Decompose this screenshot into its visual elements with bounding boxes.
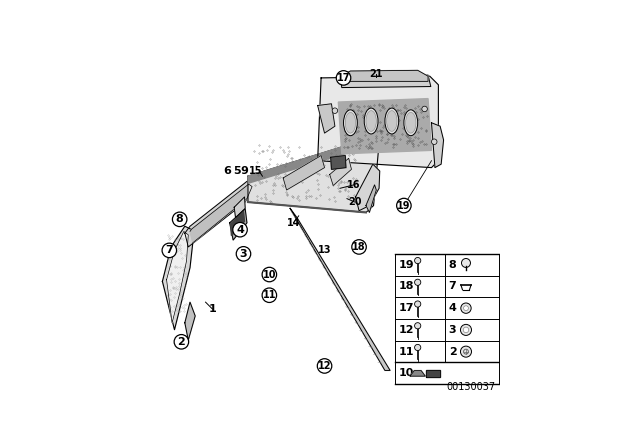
Text: 4: 4 bbox=[449, 303, 456, 313]
Ellipse shape bbox=[406, 112, 416, 133]
Text: 18: 18 bbox=[399, 281, 414, 292]
Polygon shape bbox=[248, 138, 379, 212]
Ellipse shape bbox=[404, 110, 418, 136]
Text: 3: 3 bbox=[239, 249, 247, 259]
Circle shape bbox=[352, 240, 366, 254]
Text: 13: 13 bbox=[318, 246, 332, 255]
Text: 10: 10 bbox=[399, 368, 414, 379]
Text: 10: 10 bbox=[262, 270, 276, 280]
Circle shape bbox=[172, 212, 187, 227]
Polygon shape bbox=[340, 70, 428, 82]
Text: 6: 6 bbox=[223, 166, 231, 176]
Text: 16: 16 bbox=[347, 180, 360, 190]
Text: 19: 19 bbox=[399, 260, 414, 270]
Text: 12: 12 bbox=[399, 325, 414, 335]
Circle shape bbox=[461, 303, 471, 313]
Circle shape bbox=[415, 301, 420, 307]
Text: 11: 11 bbox=[399, 347, 414, 357]
Circle shape bbox=[460, 346, 472, 357]
Ellipse shape bbox=[345, 112, 356, 133]
Circle shape bbox=[415, 323, 420, 329]
Text: 8: 8 bbox=[176, 214, 184, 224]
Polygon shape bbox=[317, 104, 335, 133]
Text: 17: 17 bbox=[399, 303, 414, 313]
Text: 8: 8 bbox=[449, 260, 456, 270]
Polygon shape bbox=[356, 164, 380, 211]
Polygon shape bbox=[426, 370, 440, 377]
Text: 9: 9 bbox=[241, 166, 248, 176]
Text: 5: 5 bbox=[234, 166, 241, 176]
Text: 19: 19 bbox=[397, 201, 411, 211]
Polygon shape bbox=[339, 99, 431, 154]
Circle shape bbox=[336, 71, 351, 85]
Text: 17: 17 bbox=[337, 73, 350, 83]
Circle shape bbox=[262, 288, 276, 302]
Polygon shape bbox=[190, 184, 252, 243]
Circle shape bbox=[460, 324, 472, 336]
Text: 14: 14 bbox=[287, 218, 300, 228]
Text: 20: 20 bbox=[348, 197, 362, 207]
Text: 11: 11 bbox=[262, 290, 276, 300]
Circle shape bbox=[317, 359, 332, 373]
Polygon shape bbox=[317, 76, 438, 168]
Text: 2: 2 bbox=[449, 347, 456, 357]
Text: 7: 7 bbox=[449, 281, 456, 292]
Text: 18: 18 bbox=[352, 242, 366, 252]
Text: 4: 4 bbox=[236, 225, 244, 235]
Circle shape bbox=[463, 327, 468, 333]
Circle shape bbox=[233, 223, 247, 237]
Ellipse shape bbox=[366, 111, 376, 131]
Circle shape bbox=[262, 267, 276, 282]
Ellipse shape bbox=[387, 111, 397, 131]
Polygon shape bbox=[283, 155, 324, 190]
Ellipse shape bbox=[364, 108, 378, 134]
Text: 3: 3 bbox=[449, 325, 456, 335]
Circle shape bbox=[461, 258, 470, 267]
Polygon shape bbox=[340, 75, 431, 87]
Text: 1: 1 bbox=[209, 304, 216, 314]
Circle shape bbox=[431, 139, 437, 145]
Circle shape bbox=[415, 279, 420, 285]
Polygon shape bbox=[185, 181, 254, 247]
Ellipse shape bbox=[385, 108, 399, 134]
Polygon shape bbox=[431, 123, 444, 168]
Circle shape bbox=[415, 258, 420, 264]
Polygon shape bbox=[230, 209, 247, 240]
Ellipse shape bbox=[344, 110, 357, 136]
Polygon shape bbox=[331, 155, 346, 169]
Circle shape bbox=[332, 108, 338, 113]
Circle shape bbox=[174, 335, 189, 349]
Text: 12: 12 bbox=[318, 361, 332, 371]
Text: 7: 7 bbox=[166, 246, 173, 255]
Polygon shape bbox=[330, 158, 351, 185]
Polygon shape bbox=[231, 211, 244, 236]
Text: 00130037: 00130037 bbox=[446, 382, 495, 392]
Polygon shape bbox=[166, 232, 188, 323]
Circle shape bbox=[463, 306, 468, 310]
Text: 2: 2 bbox=[177, 337, 185, 347]
Polygon shape bbox=[234, 197, 245, 218]
Text: 15: 15 bbox=[249, 166, 262, 176]
Polygon shape bbox=[163, 226, 193, 330]
Circle shape bbox=[397, 198, 411, 213]
Polygon shape bbox=[185, 302, 195, 340]
Text: 21: 21 bbox=[369, 69, 383, 79]
Polygon shape bbox=[366, 185, 376, 212]
Polygon shape bbox=[248, 138, 373, 183]
Polygon shape bbox=[290, 208, 390, 370]
Circle shape bbox=[415, 345, 420, 351]
Circle shape bbox=[162, 243, 177, 258]
Circle shape bbox=[422, 106, 428, 112]
Polygon shape bbox=[410, 370, 425, 376]
Circle shape bbox=[236, 246, 251, 261]
